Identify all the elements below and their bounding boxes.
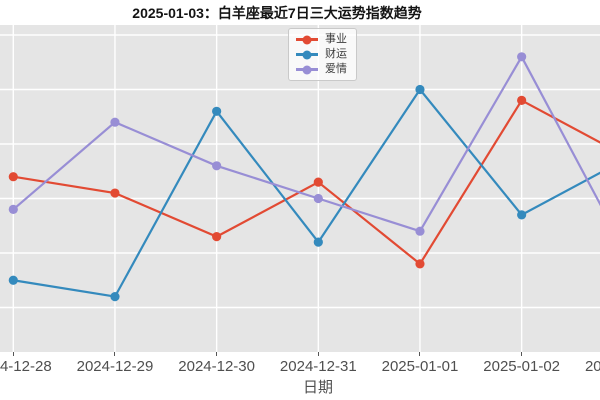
data-point <box>517 52 527 62</box>
data-point <box>212 232 222 242</box>
series-line <box>12 54 600 233</box>
x-tick-label: 2024-12-30 <box>178 358 255 375</box>
x-tick-label: 2024-12-31 <box>279 358 357 375</box>
data-point <box>110 117 120 127</box>
legend-dot-icon <box>302 50 312 59</box>
x-tick-label: 2025-01-01 <box>381 358 459 375</box>
data-point <box>212 161 222 171</box>
legend-label: 爱情 <box>325 63 347 75</box>
x-tick-label: 2025-01-03 <box>584 358 600 375</box>
data-point <box>313 193 323 204</box>
x-tick-label: 2024-12-28 <box>0 358 52 375</box>
data-point <box>212 106 222 116</box>
x-tick <box>317 352 319 356</box>
x-tick <box>521 352 523 356</box>
data-point <box>415 84 425 95</box>
data-point <box>517 210 527 220</box>
legend-label: 财运 <box>325 48 347 60</box>
legend-item-career: 事业 <box>296 34 347 45</box>
legend-label: 事业 <box>325 33 347 45</box>
series-line <box>13 98 600 266</box>
data-point <box>415 226 425 236</box>
data-point <box>8 275 18 285</box>
legend-item-love: 爱情 <box>296 64 347 75</box>
series-line <box>13 87 600 298</box>
x-tick <box>12 352 14 356</box>
x-axis-title: 日期 <box>302 379 334 396</box>
line-chart-canvas <box>0 25 600 352</box>
x-tick <box>419 352 421 356</box>
x-tick <box>114 352 116 356</box>
x-tick-label: 2025-01-02 <box>483 358 561 375</box>
legend-item-wealth: 财运 <box>296 49 347 60</box>
data-point <box>313 177 323 187</box>
legend-line-marker-icon <box>296 50 318 59</box>
legend: 事业 财运 爱情 <box>288 28 357 81</box>
legend-dot-icon <box>302 35 312 44</box>
data-point <box>8 172 18 182</box>
legend-line-marker-icon <box>296 35 318 44</box>
data-point <box>8 204 18 214</box>
legend-line-marker-icon <box>296 65 318 74</box>
x-tick <box>216 352 218 356</box>
chart-title: 2025-01-03：白羊座最近7日三大运势指数趋势 <box>132 5 422 21</box>
data-point <box>517 95 527 105</box>
legend-dot-icon <box>302 65 312 74</box>
data-point <box>110 292 120 302</box>
x-tick-label: 2024-12-29 <box>76 358 154 375</box>
data-point <box>313 237 323 247</box>
data-point <box>415 259 425 269</box>
data-point <box>110 188 120 198</box>
